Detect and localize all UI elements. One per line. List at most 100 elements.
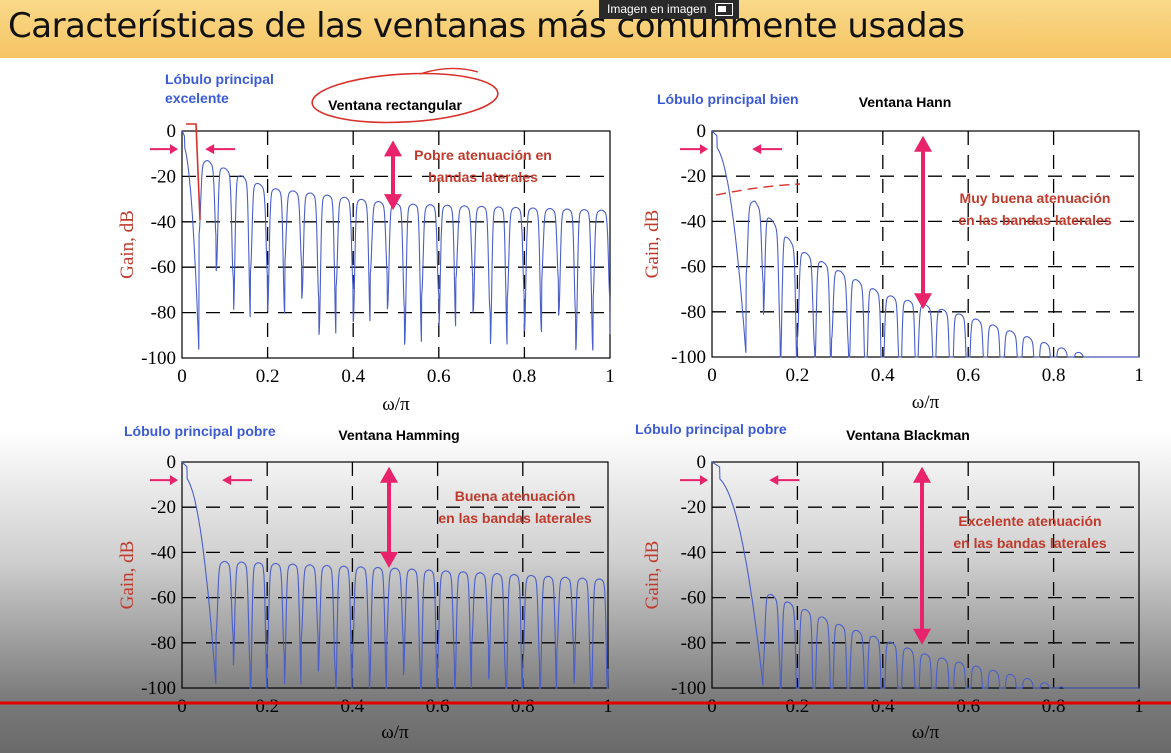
attenuation-arrowhead-bottom <box>380 551 398 568</box>
y-tick-label: -20 <box>151 166 176 187</box>
x-tick-label: 1 <box>1134 696 1144 717</box>
mainlobe-arrowhead-right <box>222 475 232 486</box>
x-tick-label: 1 <box>603 696 613 717</box>
attenuation-note: Buena atenuación <box>455 488 576 504</box>
x-tick-label: 0 <box>177 366 187 387</box>
response-curve <box>181 130 611 351</box>
x-axis-label: ω/π <box>912 392 940 413</box>
y-tick-label: 0 <box>697 121 707 142</box>
chart-title: Ventana Hamming <box>338 427 459 443</box>
y-tick-label: -100 <box>141 678 176 699</box>
y-tick-label: -40 <box>151 542 176 563</box>
x-tick-label: 0.4 <box>341 696 365 717</box>
y-tick-label: -100 <box>671 347 706 368</box>
x-tick-label: 1 <box>605 366 615 387</box>
chart-title: Ventana rectangular <box>328 97 462 113</box>
attenuation-note: en las bandas laterales <box>958 212 1112 228</box>
mainlobe-note: excelente <box>165 90 229 106</box>
y-axis-label: Gain, dB <box>642 210 663 279</box>
x-axis-label: ω/π <box>912 722 940 743</box>
x-tick-label: 0.2 <box>786 696 810 717</box>
y-axis-label: Gain, dB <box>642 541 663 610</box>
slide-title-bar: Características de las ventanas más comu… <box>0 0 1171 58</box>
x-tick-label: 0.4 <box>871 365 895 386</box>
attenuation-note: Muy buena atenuación <box>960 190 1111 206</box>
response-curve <box>181 461 609 689</box>
x-tick-label: 0.4 <box>341 366 365 387</box>
x-axis-label: ω/π <box>381 722 409 743</box>
x-axis-label: ω/π <box>382 394 410 415</box>
y-tick-label: -20 <box>681 497 706 518</box>
y-tick-label: -60 <box>151 257 176 278</box>
hand-drawn-mark <box>186 123 201 221</box>
x-tick-label: 0.8 <box>1042 365 1066 386</box>
mainlobe-arrowhead-left <box>700 475 708 486</box>
attenuation-arrowhead-top <box>914 135 932 152</box>
slide-title: Características de las ventanas más comu… <box>8 6 965 46</box>
attenuation-note: bandas laterales <box>428 169 538 185</box>
x-tick-label: 0 <box>707 365 717 386</box>
y-tick-label: -80 <box>681 302 706 323</box>
x-tick-label: 0 <box>177 696 187 717</box>
x-tick-label: 0.8 <box>513 366 537 387</box>
x-tick-label: 0.6 <box>427 366 451 387</box>
y-tick-label: 0 <box>697 452 707 473</box>
response-curve <box>711 130 1139 358</box>
plot-frame <box>181 130 611 359</box>
mainlobe-note: Lóbulo principal <box>165 71 274 87</box>
chart-title: Ventana Blackman <box>846 427 970 443</box>
attenuation-arrowhead-bottom <box>914 293 932 310</box>
picture-in-picture-icon <box>715 3 733 16</box>
y-axis-label: Gain, dB <box>117 541 138 610</box>
plot-frame <box>711 130 1140 358</box>
y-tick-label: -60 <box>681 588 706 609</box>
hand-drawn-mark <box>715 183 801 196</box>
y-tick-label: -40 <box>151 212 176 233</box>
mainlobe-arrowhead-left <box>170 475 178 486</box>
x-tick-label: 0.4 <box>871 696 895 717</box>
x-tick-label: 0.8 <box>511 696 535 717</box>
attenuation-arrowhead-bottom <box>913 628 931 645</box>
x-tick-label: 0.2 <box>255 696 279 717</box>
x-tick-label: 0.2 <box>256 366 280 387</box>
y-tick-label: -100 <box>141 348 176 369</box>
y-tick-label: -60 <box>681 257 706 278</box>
y-tick-label: -40 <box>681 211 706 232</box>
attenuation-arrowhead-top <box>380 466 398 483</box>
x-tick-label: 1 <box>1134 365 1144 386</box>
attenuation-arrowhead-bottom <box>384 194 402 211</box>
mainlobe-note: Lóbulo principal pobre <box>124 423 276 439</box>
mainlobe-arrowhead-left <box>170 144 178 155</box>
y-tick-label: -60 <box>151 588 176 609</box>
plot-frame <box>181 461 609 689</box>
x-tick-label: 0.8 <box>1042 696 1066 717</box>
y-tick-label: 0 <box>167 121 177 142</box>
chart-title: Ventana Hann <box>859 94 952 110</box>
attenuation-note: Excelente atenuación <box>958 513 1101 529</box>
y-tick-label: -80 <box>151 633 176 654</box>
picture-in-picture-button[interactable]: Imagen en imagen <box>599 0 739 19</box>
mainlobe-note: Lóbulo principal pobre <box>635 421 787 437</box>
attenuation-note: Pobre atenuación en <box>414 147 552 163</box>
response-curve <box>711 461 1139 689</box>
mainlobe-note: Lóbulo principal bien <box>657 91 799 107</box>
y-tick-label: -20 <box>681 166 706 187</box>
y-tick-label: 0 <box>167 452 177 473</box>
plot-frame <box>711 461 1140 689</box>
x-tick-label: 0 <box>707 696 717 717</box>
mainlobe-arrowhead-right <box>752 144 762 155</box>
mainlobe-arrowhead-right <box>769 475 779 486</box>
x-tick-label: 0.6 <box>426 696 450 717</box>
y-tick-label: -80 <box>681 633 706 654</box>
y-axis-label: Gain, dB <box>117 210 138 279</box>
attenuation-note: en las bandas laterales <box>953 535 1107 551</box>
pip-label: Imagen en imagen <box>607 2 707 16</box>
y-tick-label: -100 <box>671 678 706 699</box>
x-tick-label: 0.6 <box>956 696 980 717</box>
attenuation-note: en las bandas laterales <box>438 510 592 526</box>
mainlobe-arrowhead-left <box>700 144 708 155</box>
y-tick-label: -40 <box>681 542 706 563</box>
attenuation-arrowhead-top <box>913 466 931 483</box>
hand-drawn-stroke <box>419 67 479 75</box>
